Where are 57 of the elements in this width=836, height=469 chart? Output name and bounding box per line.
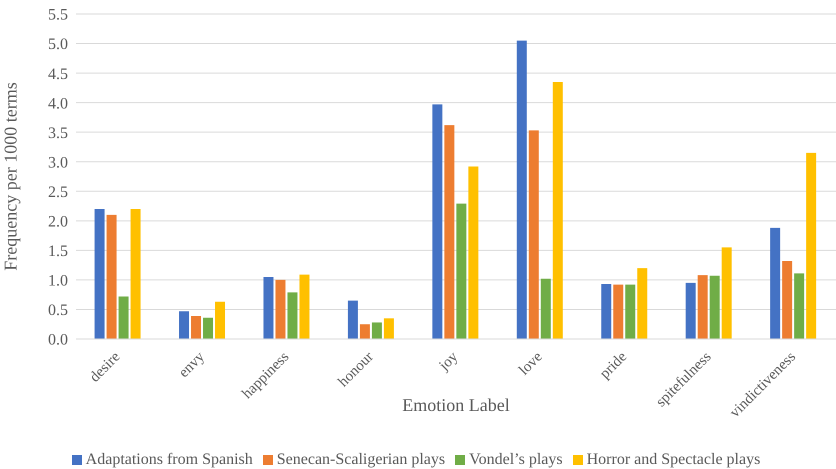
bar (215, 302, 226, 339)
bar (528, 130, 539, 339)
bar (118, 296, 129, 339)
y-tick-label: 3.5 (48, 124, 68, 142)
bar (722, 247, 732, 339)
x-axis-title: Emotion Label (402, 395, 510, 415)
bar (637, 268, 648, 339)
y-tick-label: 5.5 (48, 6, 68, 24)
bar (106, 214, 117, 339)
bar (444, 125, 454, 339)
y-tick-label: 4.5 (48, 66, 68, 83)
legend-label: Adaptations from Spanish (86, 451, 253, 468)
bar (540, 278, 551, 339)
bar (203, 318, 214, 339)
bar (613, 284, 624, 339)
legend-label: Horror and Spectacle plays (586, 451, 760, 468)
bar (806, 152, 816, 339)
bar (468, 166, 478, 339)
bar (275, 280, 286, 339)
legend-label: Vondel’s plays (469, 451, 563, 468)
bar (94, 209, 105, 339)
bar (191, 316, 202, 339)
bar (710, 276, 720, 339)
y-tick-label: 2.5 (48, 184, 68, 201)
y-tick-label: 0.5 (48, 302, 68, 320)
y-tick-label: 4.0 (48, 95, 68, 112)
y-tick-label: 3.0 (48, 154, 68, 172)
bar (794, 273, 804, 339)
bar (372, 322, 382, 339)
bar (299, 274, 310, 339)
x-tick-label: joy (436, 348, 462, 375)
x-tick-label: envy (176, 348, 208, 381)
bar (686, 282, 696, 339)
bar (179, 311, 190, 339)
y-tick-label: 0.0 (48, 332, 68, 349)
y-tick-label: 1.5 (48, 243, 68, 260)
y-tick-label: 2.0 (48, 214, 68, 230)
bar (456, 204, 466, 339)
y-axis-title: Frequency per 1000 terms (0, 82, 20, 271)
bar (432, 104, 442, 339)
bar (782, 261, 792, 339)
bar (698, 275, 708, 339)
bar (130, 209, 141, 339)
bar (360, 324, 370, 339)
bar (263, 276, 274, 339)
bar (770, 228, 780, 339)
bar (552, 82, 563, 339)
bar (601, 284, 612, 339)
bar (516, 40, 527, 339)
y-tick-label: 1.0 (48, 272, 68, 290)
bar (287, 292, 298, 339)
bar (625, 284, 636, 339)
legend-label: Senecan-Scaligerian plays (276, 451, 446, 468)
y-tick-label: 5.0 (48, 36, 68, 54)
x-tick-label: love (516, 348, 546, 379)
bar (348, 300, 358, 339)
bar (384, 318, 394, 339)
